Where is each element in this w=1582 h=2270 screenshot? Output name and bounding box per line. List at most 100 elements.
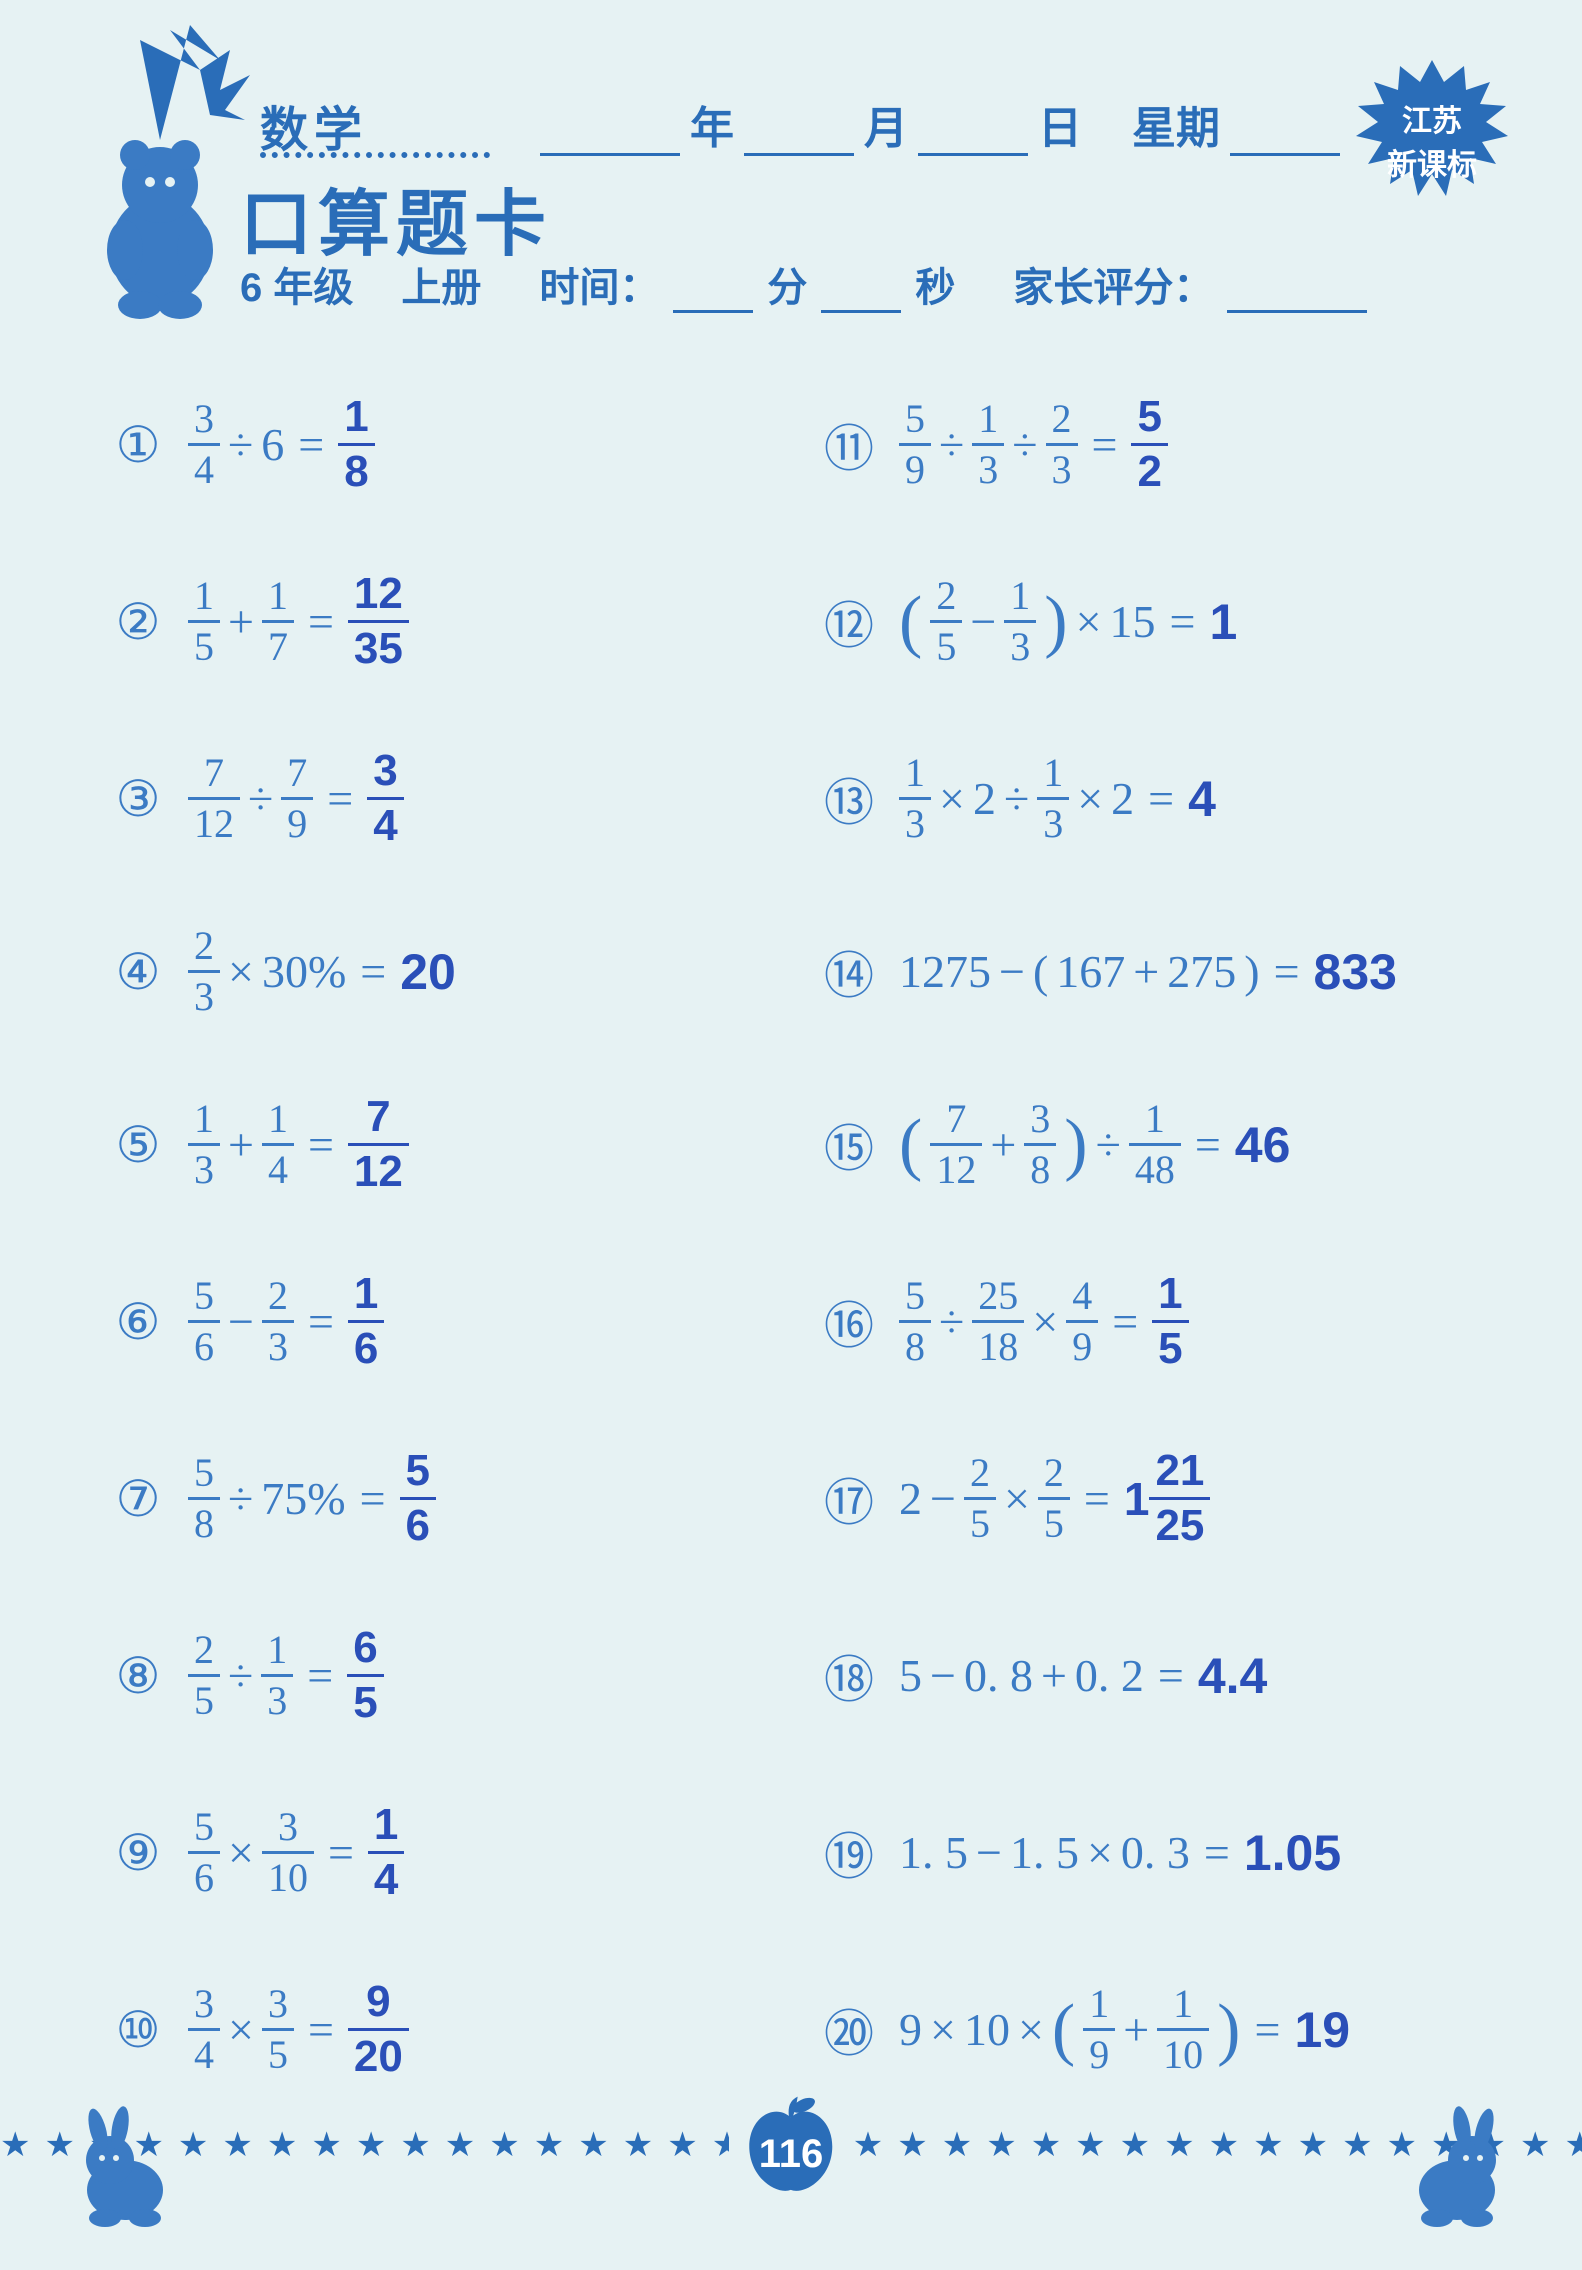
problem-answer: 14 (368, 1803, 404, 1902)
problem-number: ⑫ (821, 586, 877, 658)
badge-line2: 新课标 (1387, 140, 1477, 184)
problem-expression: 56×310=14 (184, 1803, 408, 1902)
problem-expression: 59÷13÷23=52 (895, 395, 1172, 494)
problem-row: ⑬13×2÷13×2=4 (821, 749, 1472, 848)
problem-number: ⑧ (110, 1647, 166, 1705)
date-fields: 年 月 日 星期 (540, 92, 1340, 156)
footer: ★★★★★★★★★★★★★★★★★★★ 116 ★★★★★★★★★★★★★★★★… (0, 2080, 1582, 2210)
problem-answer: 19 (1294, 2001, 1350, 2059)
problem-row: ⑲1. 5−1. 5×0. 3=1.05 (821, 1803, 1472, 1902)
problem-row: ⑳9×10×(19+110)=19 (821, 1980, 1472, 2079)
problem-row: ⑱ 5−0. 8+0. 2=4.4 (821, 1626, 1472, 1725)
month-input-line[interactable] (744, 112, 854, 156)
problem-row: ⑭1275−(167+275)=833 (821, 926, 1472, 1017)
minute-label: 分 (767, 255, 807, 313)
problem-number: ⑲ (821, 1817, 877, 1889)
problem-number: ② (110, 593, 166, 651)
problem-answer: 1 (1209, 593, 1237, 651)
problem-answer: 18 (338, 395, 374, 494)
problem-row: ⑧ 25÷13=65 (110, 1626, 761, 1725)
parent-score-input-line[interactable] (1227, 269, 1367, 313)
problem-expression: 58÷75%=56 (184, 1449, 440, 1548)
problem-number: ⑪ (821, 409, 877, 481)
problem-row: ⑨ 56×310=14 (110, 1803, 761, 1902)
problem-number: ⑦ (110, 1470, 166, 1528)
page-number: 116 (739, 2085, 843, 2205)
problem-expression: 58÷2518×49=15 (895, 1272, 1193, 1371)
problem-answer: 12125 (1124, 1449, 1211, 1548)
weekday-label: 星期 (1132, 92, 1220, 156)
year-input-line[interactable] (540, 112, 680, 156)
problem-row: ⑮(712+38)÷148=46 (821, 1095, 1472, 1194)
page-number-apple: 116 (739, 2085, 843, 2205)
problem-expression: (712+38)÷148=46 (895, 1099, 1294, 1190)
problem-row: ③ 712÷79=34 (110, 749, 761, 848)
problem-expression: 34÷6=18 (184, 395, 379, 494)
meta-line: 6 年级 上册 时间： 分 秒 家长评分： (240, 255, 1367, 313)
page: 数学 年 月 日 星期 口算题卡 6 年级 上册 时间： 分 秒 家长评分： (0, 0, 1582, 2270)
month-label: 月 (864, 92, 908, 156)
problem-answer: 65 (347, 1626, 383, 1725)
problem-expression: 1275−(167+275)=833 (895, 943, 1401, 1001)
problem-answer: 15 (1152, 1272, 1188, 1371)
problem-number: ① (110, 416, 166, 474)
problem-row: ⑥ 56−23=16 (110, 1272, 761, 1371)
problem-answer: 46 (1235, 1116, 1291, 1174)
day-label: 日 (1038, 92, 1082, 156)
problem-number: ⑰ (821, 1463, 877, 1535)
problem-number: ⑩ (110, 2001, 166, 2059)
worksheet-header: 数学 年 月 日 星期 口算题卡 6 年级 上册 时间： 分 秒 家长评分： (70, 30, 1512, 330)
second-input-line[interactable] (821, 269, 901, 313)
badge-line1: 江苏 (1402, 96, 1462, 140)
problem-answer: 920 (348, 1980, 409, 2079)
day-input-line[interactable] (918, 112, 1028, 156)
problem-row: ⑫(25−13)×15=1 (821, 572, 1472, 671)
curriculum-badge: 江苏 新课标 (1352, 60, 1512, 220)
problem-answer: 4 (1188, 770, 1216, 828)
footer-bunny-right (1392, 2090, 1532, 2230)
grade-label: 6 年级 (240, 255, 353, 313)
problem-row: ⑤13+14=712 (110, 1095, 761, 1194)
problem-number: ⑮ (821, 1109, 877, 1181)
problem-expression: 25÷13=65 (184, 1626, 388, 1725)
problem-row: ⑰2−25×25=12125 (821, 1449, 1472, 1548)
problem-answer: 833 (1314, 943, 1397, 1001)
mascot-bear-image (50, 20, 250, 320)
problem-answer: 34 (367, 749, 403, 848)
problem-answer: 52 (1131, 395, 1167, 494)
problem-expression: 13+14=712 (184, 1095, 413, 1194)
subject-underline (260, 152, 490, 158)
parent-score-label: 家长评分： (1013, 255, 1213, 313)
problem-expression: 56−23=16 (184, 1272, 388, 1371)
problem-expression: 15+17=1235 (184, 572, 413, 671)
time-label: 时间： (539, 255, 659, 313)
problem-expression: 5−0. 8+0. 2=4.4 (895, 1647, 1271, 1705)
problem-number: ⑨ (110, 1824, 166, 1882)
problem-expression: 9×10×(19+110)=19 (895, 1984, 1354, 2075)
problem-answer: 1.05 (1244, 1824, 1341, 1882)
problem-expression: 2−25×25=12125 (895, 1449, 1214, 1548)
problem-row: ⑩ 34×35=920 (110, 1980, 761, 2079)
weekday-input-line[interactable] (1230, 112, 1340, 156)
problem-row: ① 34÷6=18 (110, 395, 761, 494)
problem-number: ⑳ (821, 1994, 877, 2066)
problem-row: ⑦ 58÷75%=56 (110, 1449, 761, 1548)
problem-expression: 23×30%=20 (184, 926, 460, 1017)
problems-grid: ① 34÷6=18 ⑪59÷13÷23=52 ② 15+17=1235 ⑫(25−13)×… (110, 395, 1472, 2079)
subject-label: 数学 (260, 90, 368, 160)
minute-input-line[interactable] (673, 269, 753, 313)
problem-answer: 20 (400, 943, 456, 1001)
problem-number: ⑬ (821, 763, 877, 835)
problem-row: ⑪59÷13÷23=52 (821, 395, 1472, 494)
problem-expression: 34×35=920 (184, 1980, 413, 2079)
problem-number: ⑯ (821, 1286, 877, 1358)
problem-row: ④ 23×30%=20 (110, 926, 761, 1017)
problem-number: ⑥ (110, 1293, 166, 1351)
problem-number: ③ (110, 770, 166, 828)
problem-number: ④ (110, 943, 166, 1001)
problem-expression: 712÷79=34 (184, 749, 408, 848)
problem-answer: 16 (348, 1272, 384, 1371)
problem-expression: 13×2÷13×2=4 (895, 753, 1220, 844)
problem-answer: 4.4 (1198, 1647, 1268, 1705)
problem-number: ⑱ (821, 1640, 877, 1712)
